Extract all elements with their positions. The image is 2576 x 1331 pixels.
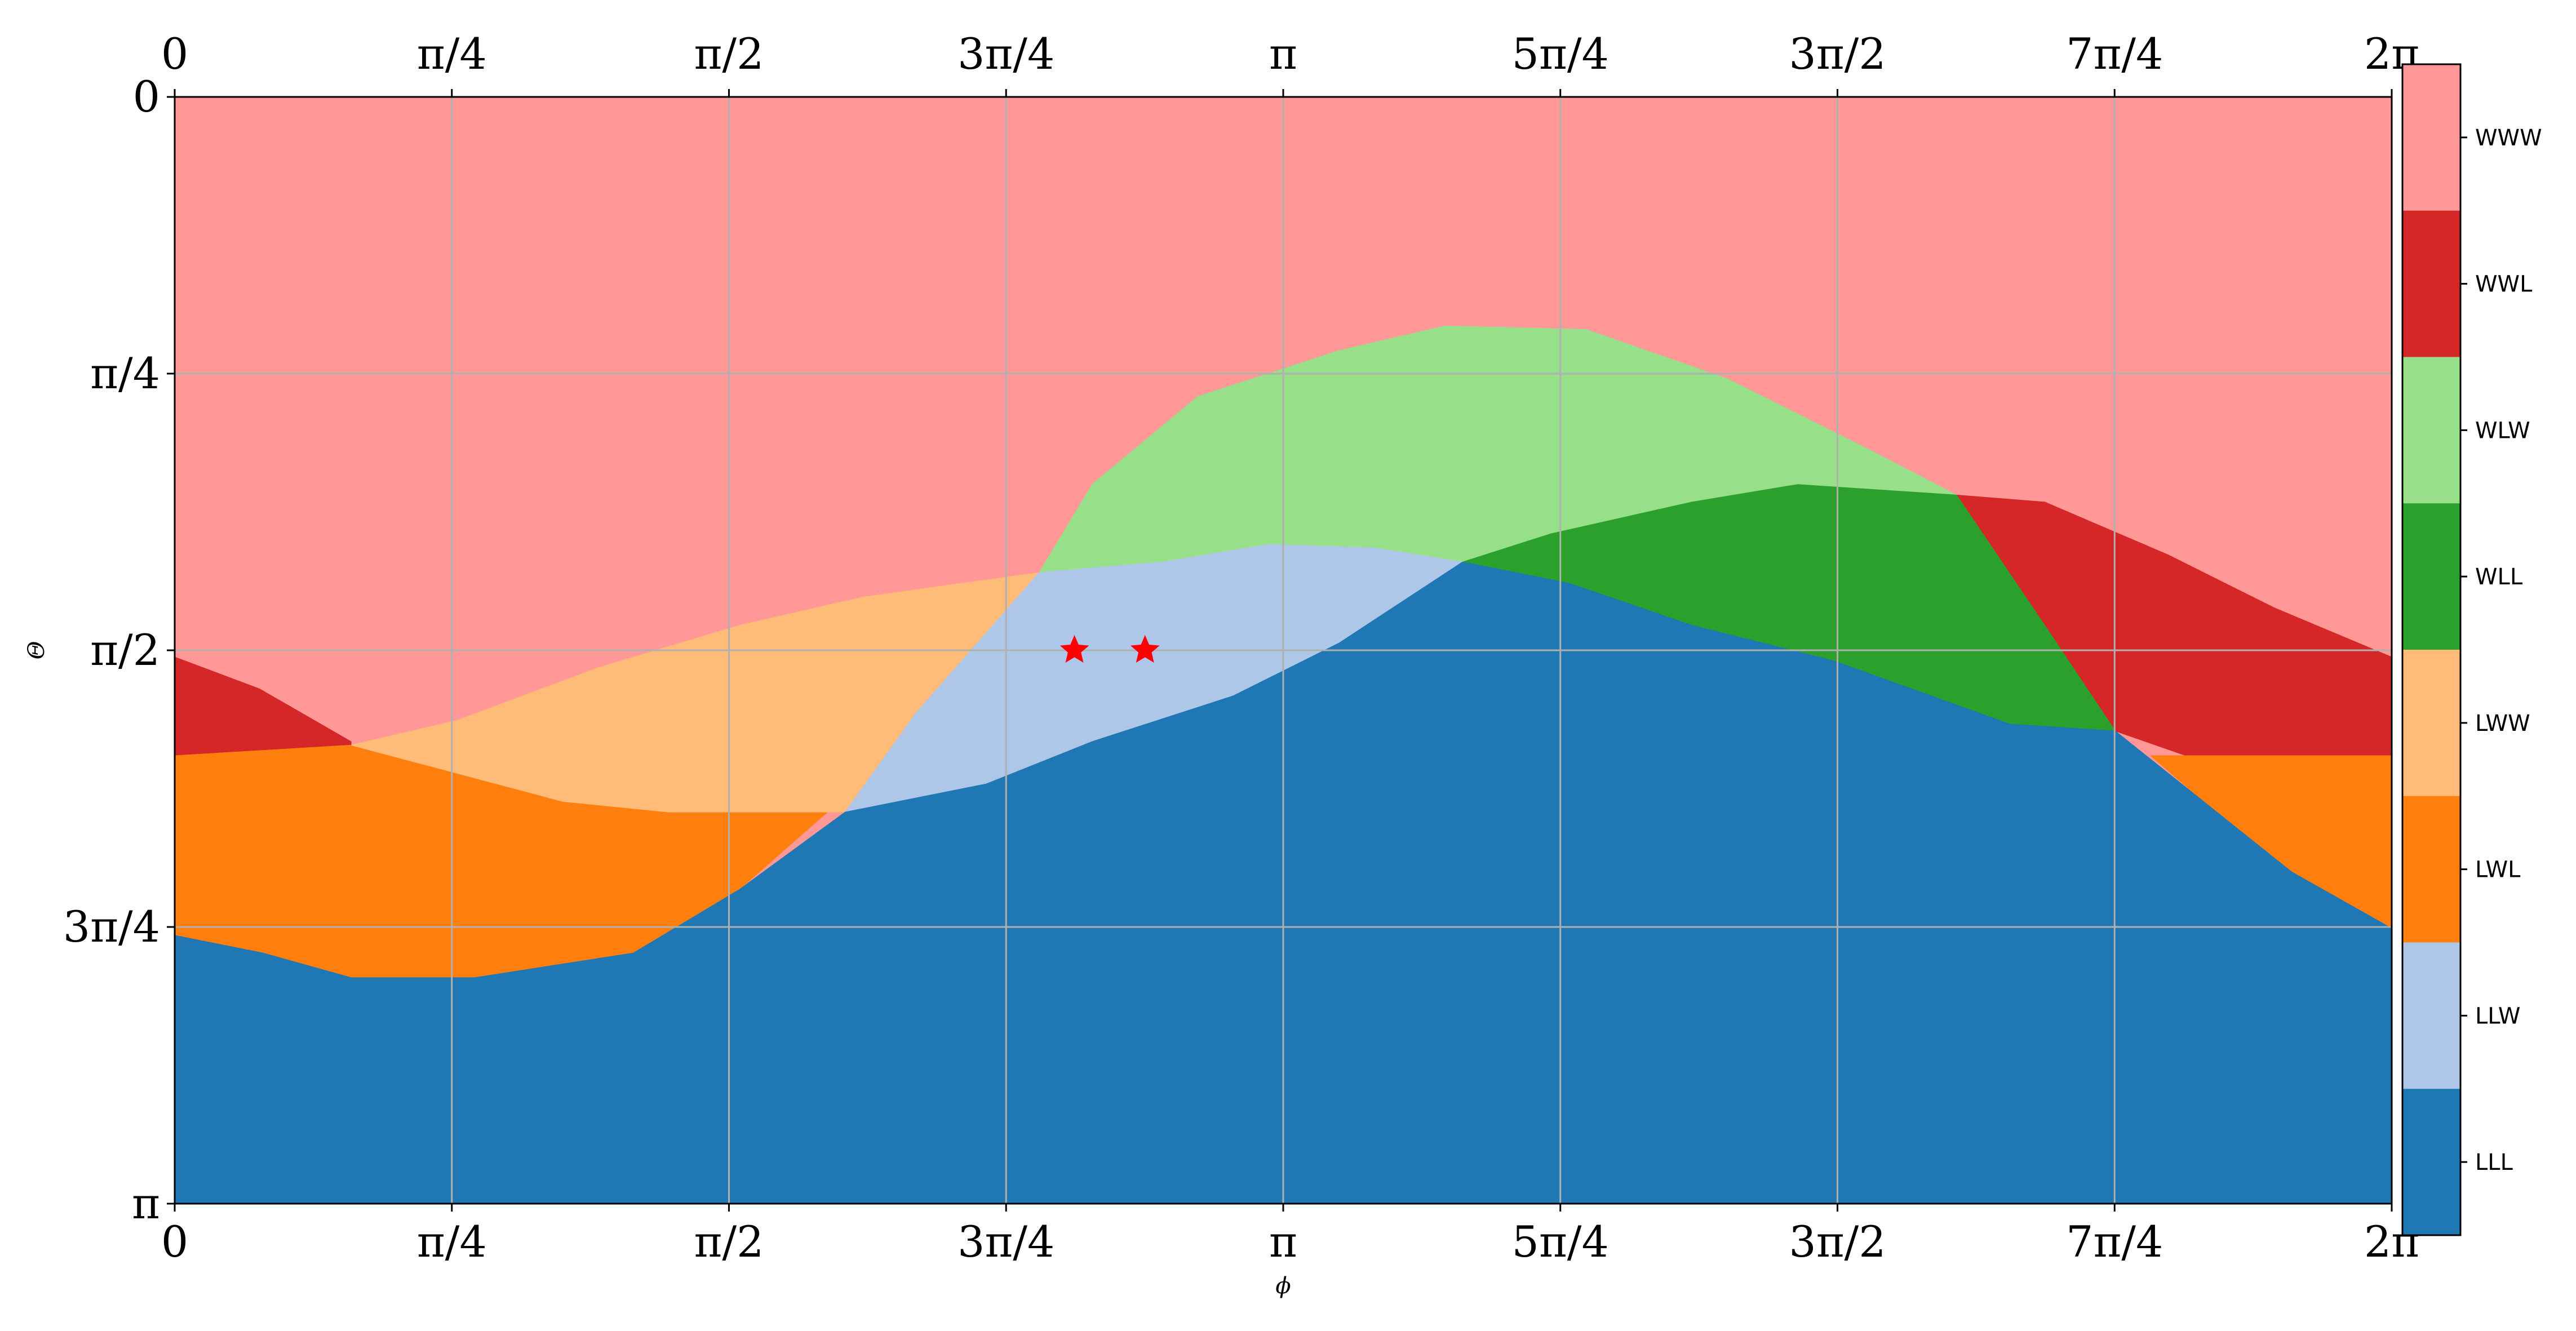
colorbar-label-wwl: WWL <box>2475 272 2533 298</box>
x-tick-label-top-3-2: 3π/2 <box>1789 29 1886 79</box>
axis-ticks: 00π/4π/4π/2π/23π/43π/4ππ5π/45π/43π/23π/2… <box>63 29 2419 1267</box>
y-tick-label-3-4: 3π/4 <box>63 902 160 952</box>
colorbar-segment-lll <box>2402 1089 2460 1236</box>
x-tick-label-bottom-3-4: 3π/4 <box>957 1217 1054 1267</box>
gridlines <box>175 97 2392 1204</box>
colorbar-segment-www <box>2402 64 2460 211</box>
x-tick-label-bottom-0: 0 <box>161 1217 188 1267</box>
x-tick-label-top-3-4: 3π/4 <box>957 29 1054 79</box>
x-tick-label-bottom-7-4: 7π/4 <box>2066 1217 2163 1267</box>
x-tick-label-bottom-5-4: 5π/4 <box>1512 1217 1609 1267</box>
colorbar-label-lwl: LWL <box>2475 857 2521 883</box>
x-tick-label-top-5-4: 5π/4 <box>1512 29 1609 79</box>
colorbar-segment-wll <box>2402 503 2460 650</box>
x-tick-label-top--2: π/2 <box>694 29 764 79</box>
x-tick-label-top-0: 0 <box>161 29 188 79</box>
colorbar-label-www: WWW <box>2475 125 2542 151</box>
colorbar-segment-lwl <box>2402 796 2460 943</box>
x-tick-label-top-7-4: 7π/4 <box>2066 29 2163 79</box>
plot-area <box>175 97 2392 1204</box>
colorbar-label-wlw: WLW <box>2475 418 2530 443</box>
colorbar: WWW WWL WLW WLL LWW LWL LLW LLL <box>2401 63 2542 1236</box>
colorbar-label-lww: LWW <box>2475 711 2530 737</box>
x-tick-label-top--: π <box>1269 29 1297 79</box>
y-tick-label--4: π/4 <box>90 348 160 398</box>
colorbar-frame <box>2401 63 2462 1236</box>
x-tick-label-bottom--4: π/4 <box>417 1217 487 1267</box>
star-marker-1 <box>1059 635 1089 663</box>
y-tick-label--: π <box>132 1178 160 1228</box>
x-tick-label-top--4: π/4 <box>417 29 487 79</box>
colorbar-segment-wwl <box>2402 210 2460 357</box>
colorbar-segment-lww <box>2402 650 2460 797</box>
x-axis-title: ϕ <box>1275 1273 1291 1299</box>
y-tick-label-0: 0 <box>133 72 160 122</box>
x-tick-label-bottom--: π <box>1269 1217 1297 1267</box>
colorbar-label-wll: WLL <box>2475 564 2523 590</box>
x-tick-label-bottom--2: π/2 <box>694 1217 764 1267</box>
colorbar-segment-llw <box>2402 942 2460 1089</box>
colorbar-label-llw: LLW <box>2475 1003 2520 1029</box>
colorbar-segment-wlw <box>2402 357 2460 504</box>
x-tick-label-bottom-3-2: 3π/2 <box>1789 1217 1886 1267</box>
colorbar-label-lll: LLL <box>2475 1150 2513 1175</box>
markers <box>1059 635 1160 663</box>
y-axis-title: Θ <box>24 641 50 660</box>
star-marker-2 <box>1130 635 1160 663</box>
y-tick-label--2: π/2 <box>90 625 160 675</box>
